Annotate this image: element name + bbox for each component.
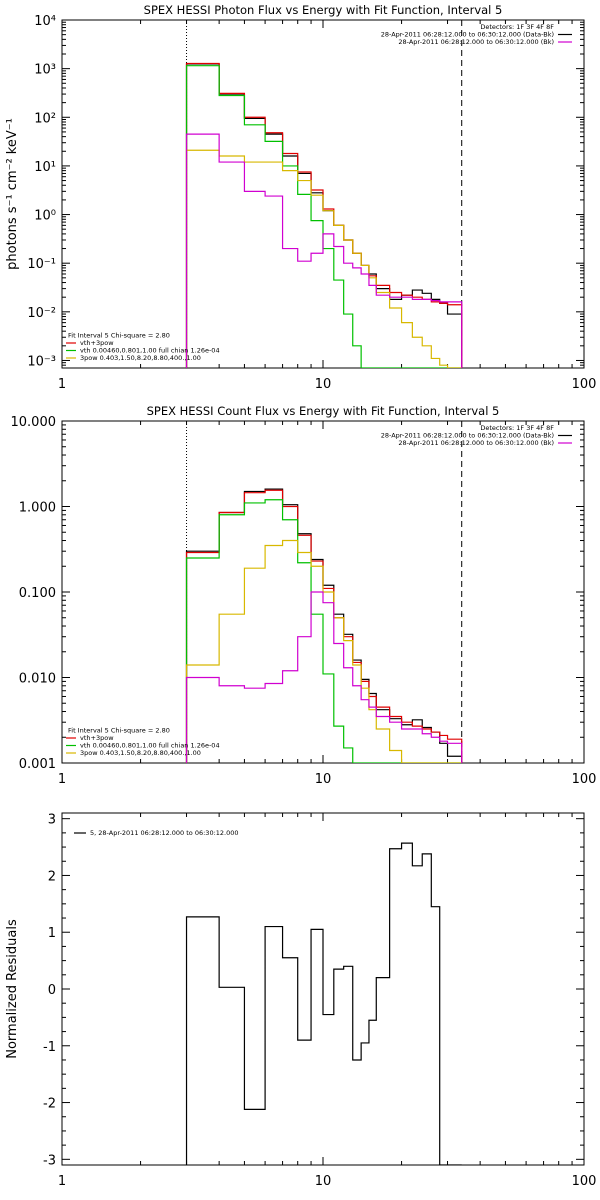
y-tick-label: -3 [43, 1153, 56, 1168]
chart-title: SPEX HESSI Photon Flux vs Energy with Fi… [144, 3, 503, 17]
legend-entry: 3pow 0.403,1.50,8.20,8.80,400.,1.00 [80, 354, 201, 362]
y-tick-label: 1.000 [19, 501, 56, 516]
y-tick-label: 10⁻³ [27, 354, 56, 369]
x-tick-label: 10 [315, 772, 332, 787]
y-tick-label: 0.001 [19, 757, 56, 772]
legend-entry: vth 0.00460,0.801,1.00 full chian 1.26e-… [80, 742, 220, 750]
series-line-vth [185, 65, 462, 368]
series-line-3pow [185, 539, 462, 763]
photon-flux-panel: SPEX HESSI Photon Flux vs Energy with Fi… [5, 3, 596, 392]
x-tick-label: 1 [58, 377, 66, 392]
residuals-panel: Normalized Residuals 1 10 100 -3 -2 -1 0 1 2 3 5, 2… [5, 812, 597, 1189]
y-tick-label: 0 [48, 983, 56, 998]
series-line-3pow [185, 149, 462, 368]
legend-entry: 28-Apr-2011 06:28:12.000 to 06:30:12.000… [398, 439, 554, 447]
y-tick-label: 10⁴ [34, 14, 56, 29]
legend-entry: 5, 28-Apr-2011 06:28:12.000 to 06:30:12.… [90, 829, 239, 837]
y-tick-label: 10³ [34, 63, 56, 78]
series-line-series-4 [185, 591, 463, 763]
x-tick-label: 1 [58, 772, 66, 787]
series-line-vth [185, 499, 462, 763]
legend-entry: 28-Apr-2011 06:28:12.000 to 06:30:12.000… [381, 31, 554, 39]
chart-title: SPEX HESSI Count Flux vs Energy with Fit… [147, 404, 500, 418]
y-tick-label: 10⁻¹ [27, 257, 56, 272]
y-tick-label: 0.100 [19, 586, 56, 601]
y-tick-label: 10⁰ [34, 209, 56, 224]
x-tick-label: 100 [572, 1174, 597, 1189]
legend-entry: vth+3pow [80, 734, 114, 742]
y-tick-label: 10¹ [34, 160, 56, 175]
legend-entry: Detectors: 1F 3F 4F 8F [480, 23, 554, 31]
y-tick-label: -1 [43, 1040, 56, 1055]
legend-entry: vth+3pow [80, 339, 114, 347]
x-tick-label: 10 [315, 377, 332, 392]
y-tick-label: 10⁻² [27, 306, 56, 321]
legend-entry: 3pow 0.403,1.50,8.20,8.80,400.,1.00 [80, 749, 201, 757]
y-tick-label: 10.000 [11, 415, 57, 430]
y-tick-label: 0.010 [19, 672, 56, 687]
legend-entry: 28-Apr-2011 06:28:12.000 to 06:30:12.000… [381, 432, 554, 440]
y-tick-label: 3 [48, 813, 56, 828]
series-line-vth-3pow [185, 62, 463, 368]
y-tick-label: 2 [48, 869, 56, 884]
series-line-vth-3pow [185, 489, 463, 763]
legend-entry: Fit Interval 5 Chi-square = 2.80 [68, 727, 170, 735]
y-axis-label: Normalized Residuals [5, 919, 20, 1059]
x-tick-label: 100 [572, 772, 597, 787]
series-line-series-0 [185, 842, 462, 1165]
series-line-series-0 [185, 488, 463, 763]
y-tick-label: 1 [48, 926, 56, 941]
y-axis-label: photons s⁻¹ cm⁻² keV⁻¹ [5, 118, 20, 270]
x-tick-label: 10 [315, 1174, 332, 1189]
legend-entry: Fit Interval 5 Chi-square = 2.80 [68, 332, 170, 340]
count-flux-panel: SPEX HESSI Count Flux vs Energy with Fit… [11, 404, 597, 787]
legend-entry: vth 0.00460,0.801,1.00 full chian 1.26e-… [80, 347, 220, 355]
legend-entry: 28-Apr-2011 06:28:12.000 to 06:30:12.000… [398, 38, 554, 46]
series-line-series-0 [185, 63, 463, 368]
series-line-series-4 [185, 133, 463, 368]
x-tick-label: 1 [58, 1174, 66, 1189]
y-tick-label: 10² [34, 111, 56, 126]
x-tick-label: 100 [572, 377, 597, 392]
legend-entry: Detectors: 1F 3F 4F 8F [480, 424, 554, 432]
y-tick-label: -2 [43, 1097, 56, 1112]
